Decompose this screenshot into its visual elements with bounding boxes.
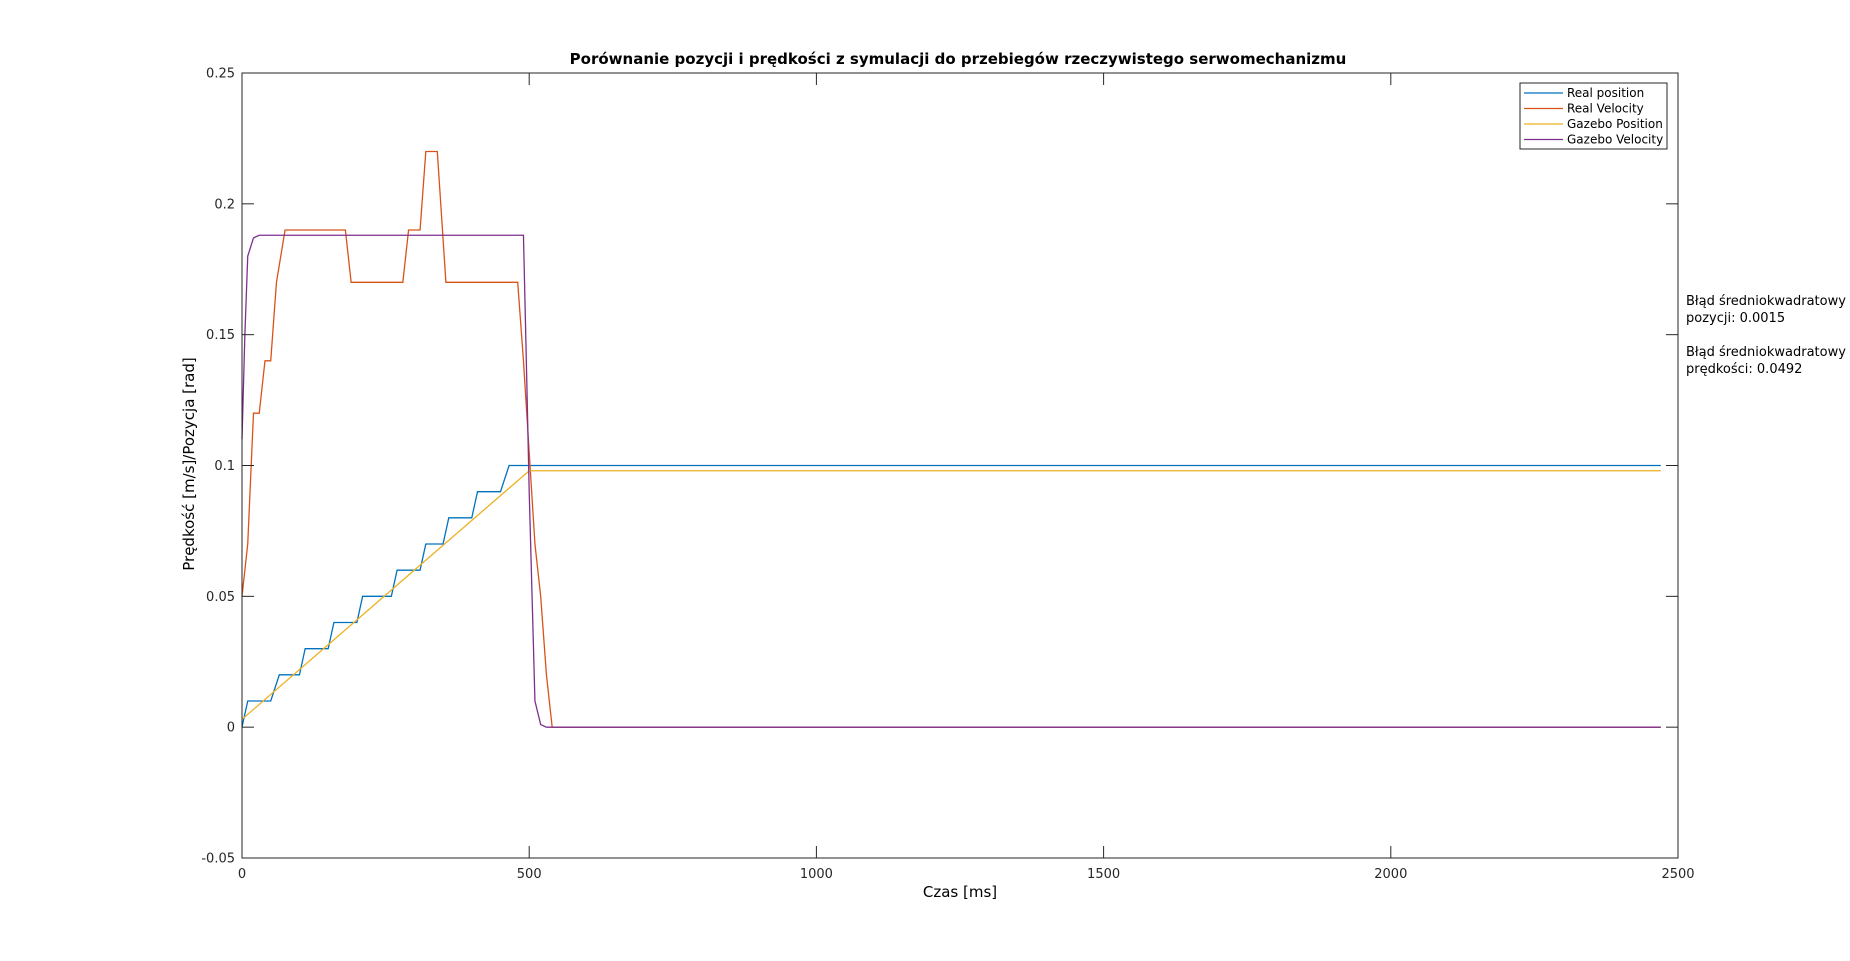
x-tick-label: 0 (238, 867, 246, 882)
velocity-rmse-line1: Błąd średniokwadratowy (1686, 345, 1846, 360)
x-tick-label: 2500 (1661, 867, 1694, 882)
y-tick-label: 0.2 (214, 197, 235, 212)
series-layer (241, 150, 1661, 728)
y-tick-label: 0.15 (206, 328, 235, 343)
x-tick-label: 1500 (1087, 867, 1120, 882)
series-line-3 (241, 234, 1661, 728)
legend-label-2: Gazebo Position (1567, 117, 1663, 131)
axes-layer: 0 500 1000 1500 2000 2500-0.0500.050.10.150.2… (201, 67, 1694, 883)
legend-label-1: Real Velocity (1567, 102, 1644, 116)
velocity-rmse-annotation: Błąd średniokwadratowy prędkości: 0.0492 (1686, 344, 1846, 378)
chart-title: Porównanie pozycji i prędkości z symulac… (570, 50, 1347, 68)
y-tick-label: 0.25 (206, 67, 235, 82)
x-tick-label: 1000 (800, 867, 833, 882)
y-tick-label: -0.05 (201, 852, 235, 867)
position-rmse-line1: Błąd średniokwadratowy (1686, 294, 1846, 309)
y-axis-label: Prędkość [m/s]/Pozycja [rad] (180, 357, 198, 571)
position-rmse-line2: pozycji: 0.0015 (1686, 311, 1786, 326)
velocity-rmse-line2: prędkości: 0.0492 (1686, 362, 1803, 377)
y-tick-label: 0 (227, 721, 235, 736)
x-tick-label: 2000 (1374, 867, 1407, 882)
series-line-0 (241, 464, 1661, 728)
y-tick-label: 0.1 (214, 459, 235, 474)
legend-label-0: Real position (1567, 86, 1644, 100)
position-rmse-annotation: Błąd średniokwadratowy pozycji: 0.0015 (1686, 293, 1846, 327)
legend-label-3: Gazebo Velocity (1567, 133, 1663, 147)
y-tick-label: 0.05 (206, 590, 235, 605)
x-tick-label: 500 (517, 867, 542, 882)
series-line-1 (241, 150, 1661, 728)
legend-box (1519, 82, 1668, 150)
x-axis-label: Czas [ms] (923, 883, 997, 901)
